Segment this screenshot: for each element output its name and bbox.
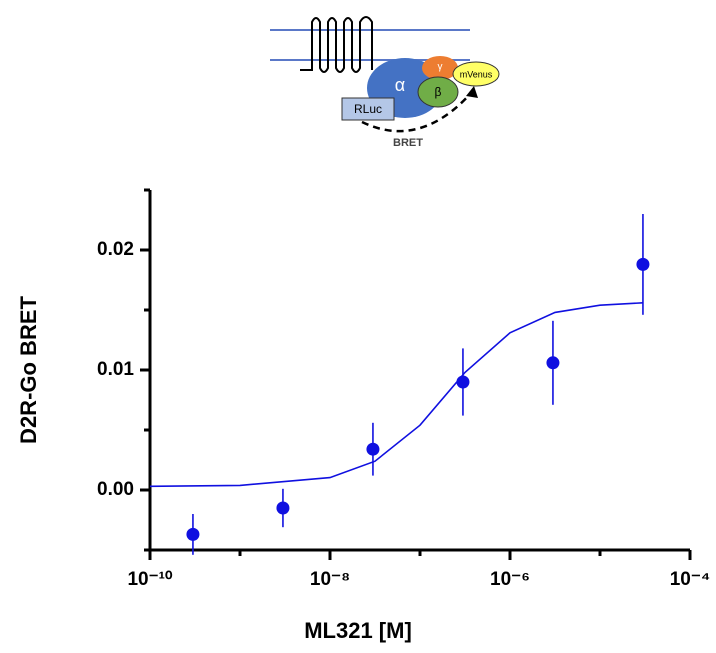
data-point — [186, 527, 200, 541]
data-point — [546, 356, 560, 370]
y-tick-label: 0.01 — [97, 359, 134, 380]
arrow-head — [466, 86, 478, 98]
alpha-label: α — [395, 75, 405, 95]
x-tick-label: 10⁻⁸ — [310, 569, 350, 590]
rluc — [341, 97, 395, 121]
data-point — [636, 257, 650, 271]
mvenus-label: mVenus — [460, 69, 493, 79]
data-point — [366, 442, 380, 456]
x-axis-label: ML321 [M] — [304, 618, 412, 643]
x-tick-label: 10⁻⁴ — [670, 569, 711, 590]
y-tick-label: 0.00 — [97, 479, 134, 500]
x-tick-label: 10⁻⁶ — [490, 569, 530, 590]
bret-arrow — [361, 91, 473, 133]
beta-label: β — [435, 85, 442, 99]
beta-subunit — [417, 76, 459, 108]
receptor — [300, 16, 373, 73]
mvenus — [452, 61, 500, 87]
data-point — [276, 501, 290, 515]
data-point — [456, 375, 470, 389]
bret-label: BRET — [393, 137, 423, 149]
gamma-label: γ — [438, 62, 443, 73]
gamma-subunit — [422, 56, 458, 80]
y-tick-label: 0.02 — [97, 239, 134, 260]
x-tick-label: 10⁻¹⁰ — [127, 569, 172, 590]
rluc-label: RLuc — [354, 102, 382, 116]
y-axis-label: D2R-Go BRET — [16, 295, 41, 443]
diagram: α γ β mVenus RLuc BRET — [270, 16, 500, 149]
fit-curve — [149, 302, 643, 488]
